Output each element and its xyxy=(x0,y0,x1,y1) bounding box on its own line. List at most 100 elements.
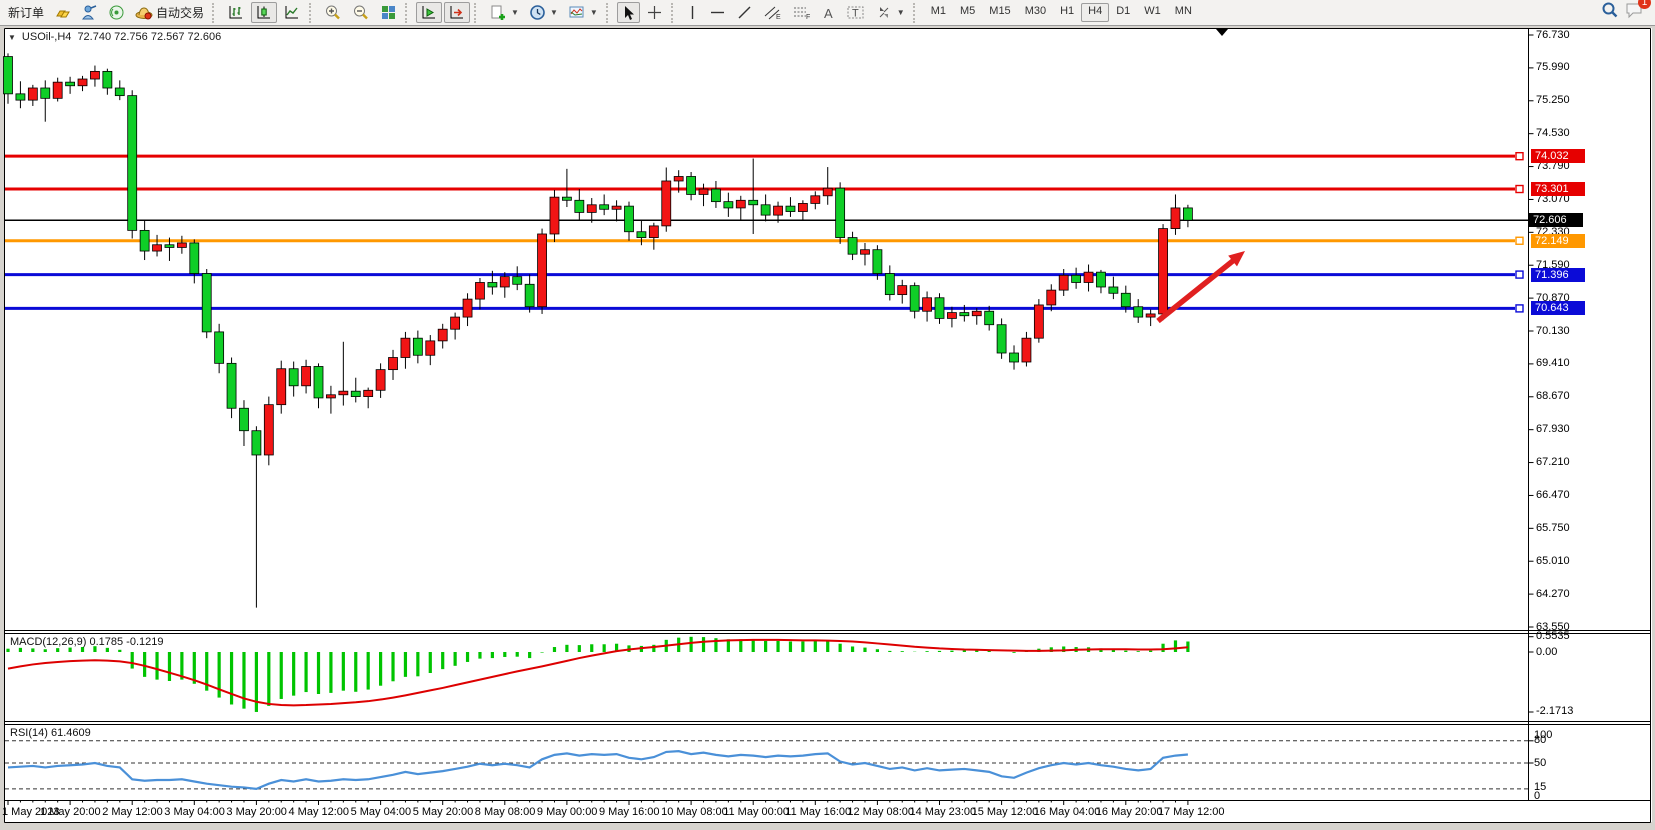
timeframe-W1[interactable]: W1 xyxy=(1144,5,1161,17)
price-tick-label: 66.470 xyxy=(1536,488,1570,501)
crosshair-button[interactable] xyxy=(642,2,667,23)
timeframe-M15[interactable]: M15 xyxy=(989,5,1011,17)
toolbar-grip xyxy=(405,2,412,23)
bar-chart-button[interactable] xyxy=(223,2,249,23)
candle xyxy=(599,204,610,210)
tile-windows-button[interactable] xyxy=(376,2,401,23)
trend-arrow-annotation[interactable] xyxy=(1156,251,1245,324)
new-chart-button[interactable]: ▼ xyxy=(485,2,523,23)
price-tick-label: 65.010 xyxy=(1536,554,1570,567)
time-tick-label: 3 May 20:00 xyxy=(226,806,287,818)
market-watch-button[interactable] xyxy=(50,2,75,23)
candle xyxy=(288,368,299,387)
candle xyxy=(139,229,150,252)
candle xyxy=(773,205,783,216)
timeframe-M5[interactable]: M5 xyxy=(960,5,976,17)
terminal-button[interactable] xyxy=(77,2,102,23)
one-click-collapse-icon[interactable]: ▼ xyxy=(8,32,16,42)
price-line-handle[interactable] xyxy=(1515,151,1524,161)
price-tick-label: 69.410 xyxy=(1536,357,1570,370)
time-tick-label: 9 May 16:00 xyxy=(599,806,660,818)
timeframe-M1[interactable]: M1 xyxy=(930,5,946,17)
indicators-icon xyxy=(568,4,586,21)
candle xyxy=(301,366,311,387)
new-chart-icon xyxy=(489,4,507,21)
candle xyxy=(176,242,187,248)
candle xyxy=(586,204,597,213)
price-line-handle[interactable] xyxy=(1515,304,1524,313)
price-tick-label: 63.550 xyxy=(1536,620,1570,633)
new-order-label: 新订单 xyxy=(8,6,45,20)
text-button[interactable]: A xyxy=(817,2,840,23)
channel-button[interactable]: E xyxy=(759,2,786,23)
time-tick-label: 5 May 04:00 xyxy=(350,806,412,818)
candle xyxy=(65,81,75,87)
price-line-handle[interactable] xyxy=(1515,236,1524,245)
candle xyxy=(214,331,225,364)
new-order-button[interactable]: 新订单 xyxy=(4,2,48,23)
candlestick-chart-button[interactable] xyxy=(251,2,278,23)
timeframe-H4[interactable]: H4 xyxy=(1081,3,1110,22)
chart-title[interactable]: ▼ USOil-,H4 72.740 72.756 72.567 72.606 xyxy=(8,31,221,43)
candle xyxy=(847,237,858,255)
time-axis xyxy=(7,800,1189,805)
price-line-handle[interactable] xyxy=(1515,184,1524,194)
cursor-button[interactable] xyxy=(616,2,640,23)
auto-scroll-button[interactable] xyxy=(416,2,443,23)
timeframe-M30[interactable]: M30 xyxy=(1024,5,1047,17)
indicators-button[interactable]: ▼ xyxy=(564,2,602,23)
line-chart-button[interactable] xyxy=(279,2,305,23)
toolbar: 新订单 自动交易 ▼ ▼ xyxy=(0,0,1655,26)
current-price-tag: 72.606 xyxy=(1529,213,1583,228)
trendline-button[interactable] xyxy=(732,2,757,23)
timeframe-H1[interactable]: H1 xyxy=(1060,5,1075,17)
bar-chart-icon xyxy=(227,4,245,21)
macd-scale-label: 0.00 xyxy=(1536,645,1558,658)
candle xyxy=(326,394,336,399)
svg-text:A: A xyxy=(824,6,833,21)
timeframe-MN[interactable]: MN xyxy=(1174,5,1192,17)
auto-trading-button[interactable]: 自动交易 xyxy=(131,2,208,23)
candle xyxy=(1021,337,1032,363)
signals-button[interactable] xyxy=(104,2,129,23)
candle xyxy=(52,81,63,99)
expert-hat-icon xyxy=(135,4,153,21)
zoom-out-button[interactable] xyxy=(348,2,374,23)
time-tick-label: 17 May 12:00 xyxy=(1157,806,1225,818)
notifications-button[interactable]: 1 xyxy=(1625,0,1651,24)
toolbar-grip xyxy=(605,2,613,23)
text-label-button[interactable]: T xyxy=(842,2,869,23)
svg-text:F: F xyxy=(806,14,810,21)
search-icon[interactable] xyxy=(1601,1,1619,24)
horizontal-line-button[interactable] xyxy=(705,2,730,23)
rsi-scale-label: 50 xyxy=(1534,756,1547,769)
chevron-down-icon: ▼ xyxy=(511,8,519,17)
auto-trading-label: 自动交易 xyxy=(156,6,205,20)
chart-window[interactable] xyxy=(4,28,1652,822)
price-line-tag: 70.643 xyxy=(1531,301,1585,316)
chart-shift-marker[interactable] xyxy=(1216,29,1228,36)
candle xyxy=(1033,304,1044,339)
price-tick-label: 70.870 xyxy=(1536,291,1570,304)
candle xyxy=(102,70,113,89)
arrows-button[interactable]: ▼ xyxy=(871,2,909,23)
candle xyxy=(860,249,870,255)
candle xyxy=(835,187,846,238)
candle xyxy=(562,196,572,201)
candle xyxy=(276,368,287,406)
zoom-in-button[interactable] xyxy=(320,2,346,23)
svg-text:T: T xyxy=(852,8,859,20)
candle xyxy=(512,276,523,285)
chart-shift-button[interactable] xyxy=(444,2,471,23)
vertical-line-button[interactable] xyxy=(682,2,703,23)
candle xyxy=(1083,271,1094,283)
candle xyxy=(984,310,995,326)
person-chart-icon xyxy=(81,4,98,21)
price-line-handle[interactable] xyxy=(1515,270,1524,279)
periods-button[interactable]: ▼ xyxy=(525,2,562,23)
timeframe-D1[interactable]: D1 xyxy=(1116,5,1131,17)
candle xyxy=(897,285,908,296)
fibonacci-button[interactable]: F xyxy=(788,2,815,23)
candle xyxy=(499,276,510,288)
